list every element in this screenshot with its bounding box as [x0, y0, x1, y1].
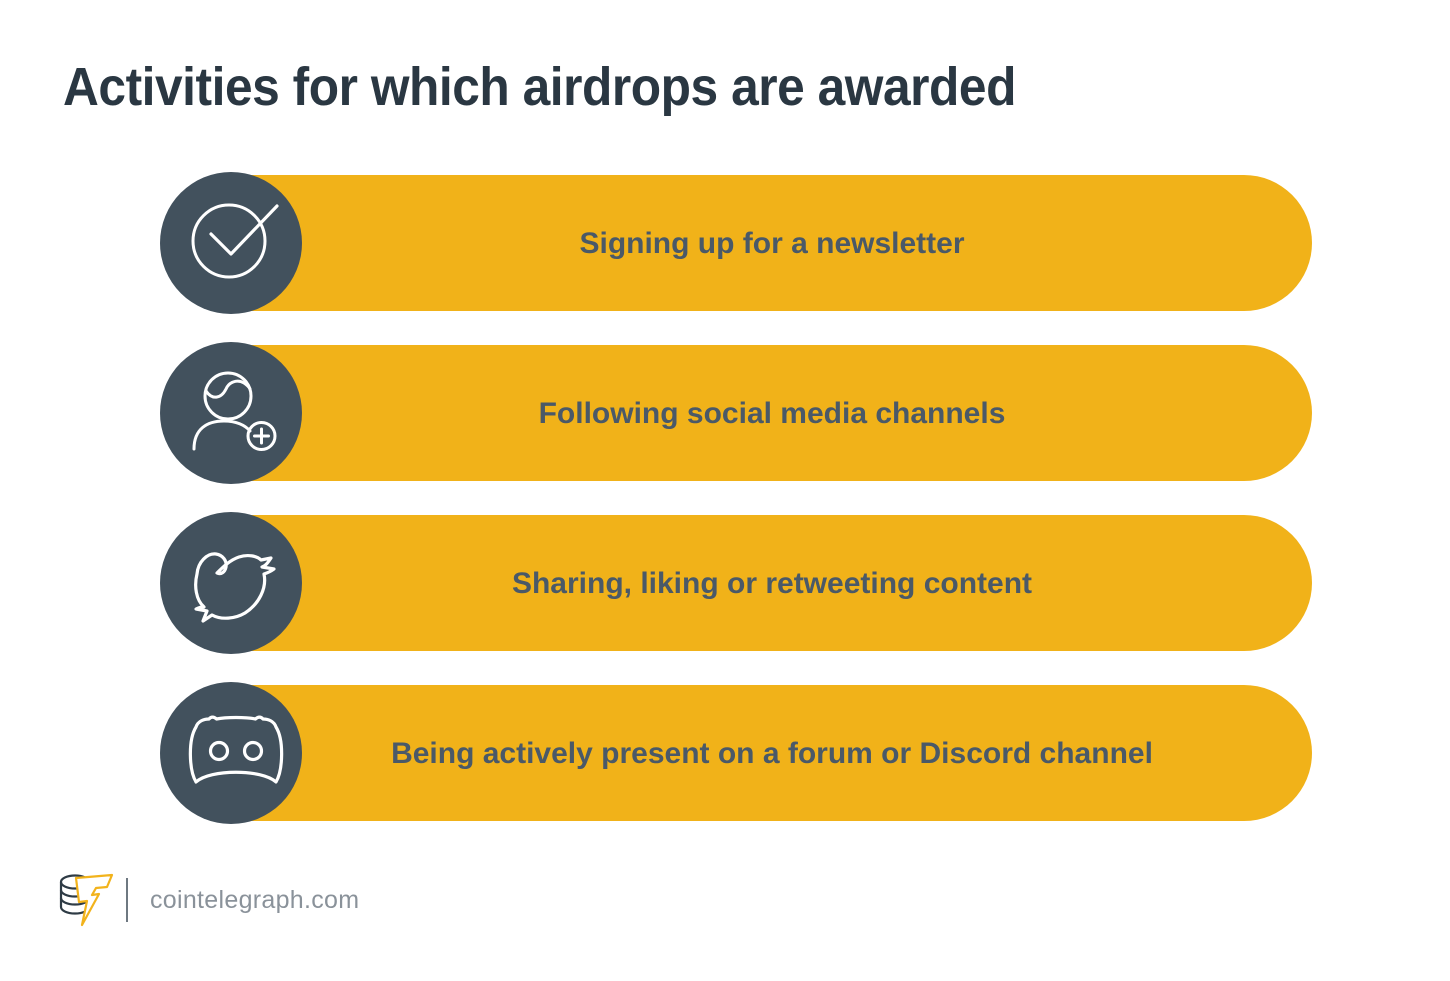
activity-label-wrap: Being actively present on a forum or Dis…: [232, 682, 1312, 824]
activity-bar: [164, 175, 1312, 311]
activity-row: Signing up for a newsletter: [0, 172, 1450, 314]
footer-divider: [126, 878, 128, 922]
activity-bar: [164, 515, 1312, 651]
activity-bar: [164, 345, 1312, 481]
cointelegraph-logo: [56, 866, 124, 935]
activity-row: Sharing, liking or retweeting content: [0, 512, 1450, 654]
activity-label-wrap: Sharing, liking or retweeting content: [232, 512, 1312, 654]
check-circle-icon: [160, 172, 302, 314]
activity-label: Following social media channels: [538, 396, 1006, 430]
activity-label-wrap: Signing up for a newsletter: [232, 172, 1312, 314]
activity-label-wrap: Following social media channels: [232, 342, 1312, 484]
activity-label: Sharing, liking or retweeting content: [511, 566, 1033, 600]
footer: cointelegraph.com: [56, 868, 359, 932]
activity-row: Being actively present on a forum or Dis…: [0, 682, 1450, 824]
footer-site-label: cointelegraph.com: [150, 885, 360, 914]
activity-bar: [164, 685, 1312, 821]
page-title: Activities for which airdrops are awarde…: [63, 57, 1016, 117]
add-user-icon: [160, 342, 302, 484]
activity-label: Signing up for a newsletter: [579, 226, 965, 260]
activity-row: Following social media channels: [0, 342, 1450, 484]
twitter-icon: [160, 512, 302, 654]
activity-label: Being actively present on a forum or Dis…: [391, 736, 1153, 770]
discord-icon: [160, 682, 302, 824]
